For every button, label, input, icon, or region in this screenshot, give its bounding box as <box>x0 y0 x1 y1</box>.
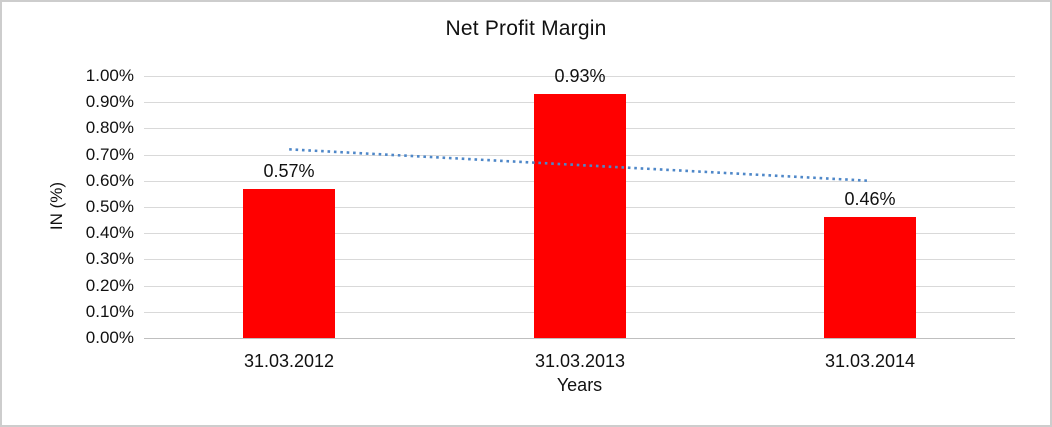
bar-31.03.2014 <box>824 217 916 338</box>
bar-31.03.2012 <box>243 189 335 338</box>
x-category-label: 31.03.2014 <box>824 351 916 371</box>
bar-data-label: 0.93% <box>554 66 606 86</box>
y-tick-label: 0.80% <box>85 118 134 137</box>
x-axis-title: Years <box>556 375 603 395</box>
y-tick-label: 0.20% <box>85 276 134 295</box>
x-category-label: 31.03.2013 <box>534 351 626 371</box>
y-tick-label: 0.70% <box>85 145 134 164</box>
y-tick-label: 0.10% <box>85 302 134 321</box>
y-tick-label: 0.60% <box>85 171 134 190</box>
chart-title: Net Profit Margin <box>445 17 607 40</box>
y-tick-label: 0.30% <box>85 249 134 268</box>
gridline <box>144 76 1015 77</box>
x-axis-line <box>144 338 1015 339</box>
y-tick-label: 0.50% <box>85 197 134 216</box>
x-category-label: 31.03.2012 <box>243 351 335 371</box>
bar-data-label: 0.46% <box>844 189 896 209</box>
y-tick-label: 0.90% <box>85 92 134 111</box>
y-tick-label: 1.00% <box>85 66 134 85</box>
y-tick-label: 0.40% <box>85 223 134 242</box>
bar-data-label: 0.57% <box>263 161 315 181</box>
bar-31.03.2013 <box>534 94 626 338</box>
y-tick-label: 0.00% <box>85 328 134 347</box>
